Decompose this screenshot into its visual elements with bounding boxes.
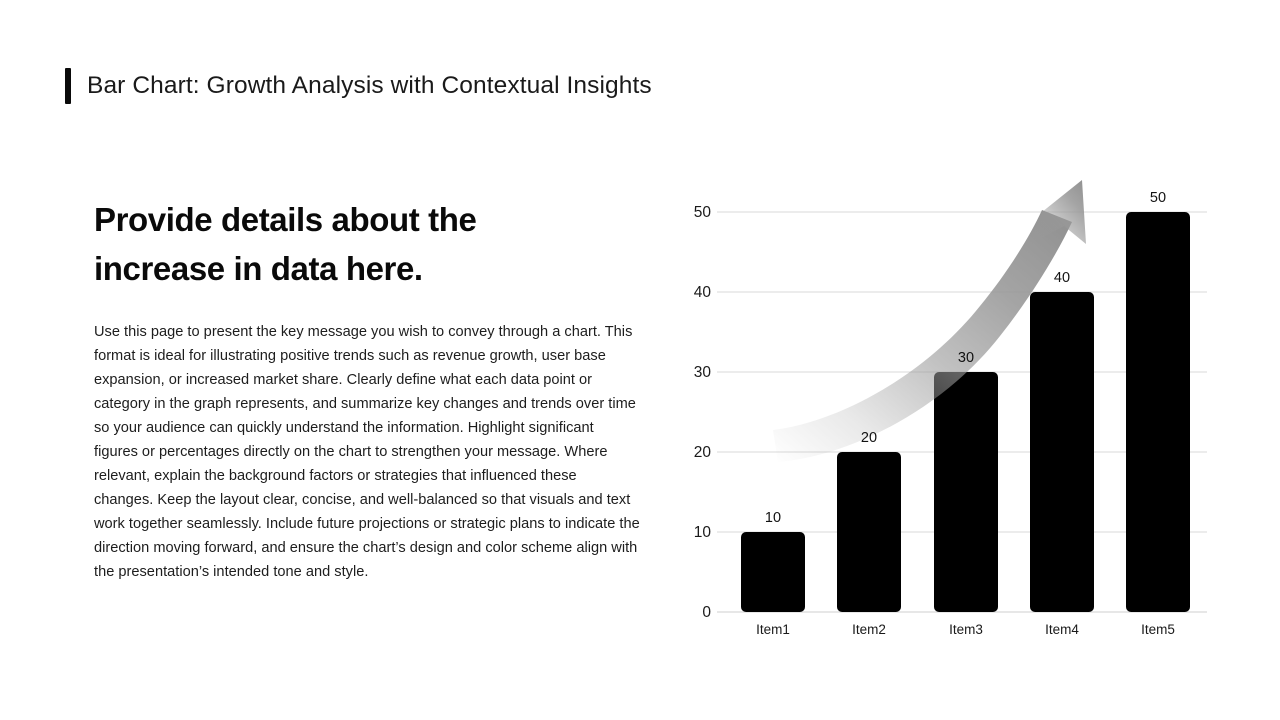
- title-accent-bar: [65, 68, 71, 104]
- page-title: Bar Chart: Growth Analysis with Contextu…: [87, 72, 652, 99]
- y-tick-label: 10: [694, 524, 712, 541]
- body-paragraph: Use this page to present the key message…: [94, 323, 640, 580]
- bar-item4: [1030, 292, 1094, 612]
- growth-arrow-icon: [773, 180, 1086, 462]
- headline: Provide details about the increase in da…: [94, 201, 477, 287]
- bar-item1: [741, 532, 805, 612]
- y-tick-label: 20: [694, 444, 712, 461]
- chart-bars: [741, 212, 1190, 612]
- bar-value-label: 10: [765, 510, 781, 526]
- text-column: Provide details about the increase in da…: [94, 196, 640, 584]
- bar-item5: [1126, 212, 1190, 612]
- x-tick-label: Item3: [949, 622, 983, 637]
- bar-chart: 50 40 30 20 10 0 10 20 30 40 50: [690, 160, 1230, 660]
- chart-canvas: 50 40 30 20 10 0 10 20 30 40 50: [694, 180, 1207, 637]
- y-tick-label: 50: [694, 204, 712, 221]
- bar-item2: [837, 452, 901, 612]
- x-tick-label: Item4: [1045, 622, 1079, 637]
- bar-value-label: 50: [1150, 190, 1166, 206]
- bar-item3: [934, 372, 998, 612]
- bar-value-labels: 10 20 30 40 50: [765, 190, 1166, 526]
- bar-value-label: 40: [1054, 270, 1070, 286]
- slide-header: Bar Chart: Growth Analysis with Contextu…: [65, 68, 652, 104]
- x-tick-label: Item5: [1141, 622, 1175, 637]
- x-axis-labels: Item1 Item2 Item3 Item4 Item5: [756, 622, 1175, 637]
- y-tick-label: 0: [702, 604, 711, 621]
- bar-value-label: 20: [861, 430, 877, 446]
- y-axis-labels: 50 40 30 20 10 0: [694, 204, 712, 621]
- y-tick-label: 40: [694, 284, 712, 301]
- x-tick-label: Item2: [852, 622, 886, 637]
- y-tick-label: 30: [694, 364, 712, 381]
- bar-value-label: 30: [958, 350, 974, 366]
- x-tick-label: Item1: [756, 622, 790, 637]
